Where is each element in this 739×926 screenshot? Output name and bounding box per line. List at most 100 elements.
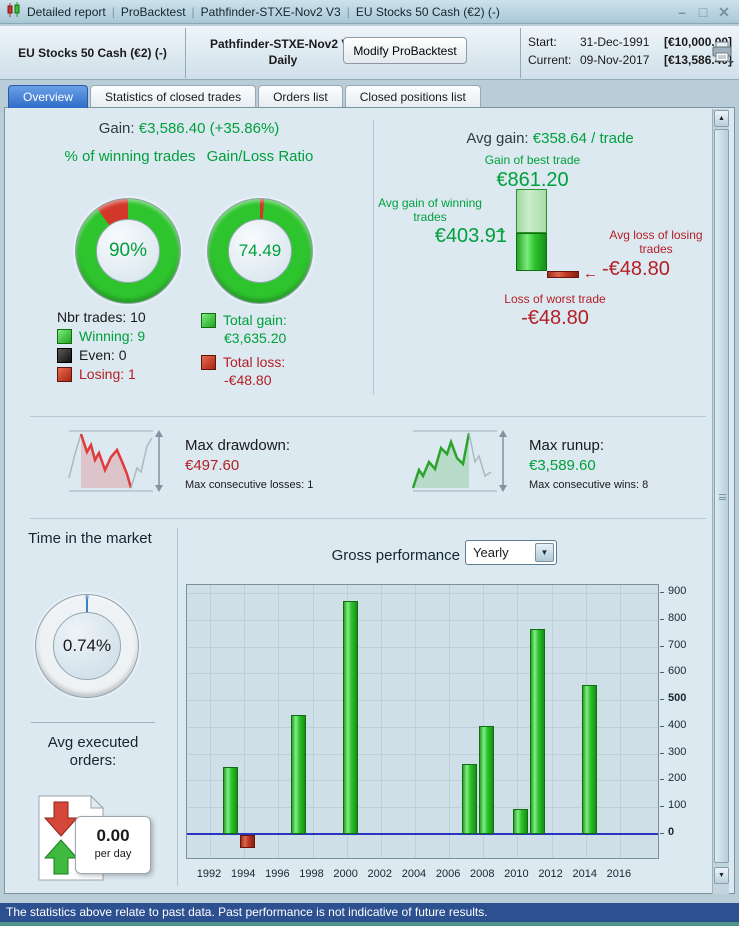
winning-donut-ring: 90% (75, 198, 181, 304)
tab-overview[interactable]: Overview (8, 85, 89, 108)
dates-cell: Start: 31-Dec-1991 [€10,000.00] Current:… (520, 26, 739, 79)
y-tick-label: 700 (668, 638, 687, 651)
drawdown-chart-icon (67, 428, 165, 497)
y-tick-mark (660, 725, 664, 727)
scroll-up-icon[interactable]: ▲ (714, 110, 729, 127)
time-in-market-title: Time in the market (28, 530, 152, 547)
total-loss-value: -€48.80 (224, 372, 272, 388)
arrow-left-icon: ← (583, 265, 598, 282)
tab-closed-positions-list[interactable]: Closed positions list (344, 85, 481, 107)
max-drawdown-title: Max drawdown: (185, 437, 291, 454)
start-label: Start: (528, 35, 557, 49)
avg-gain-headline: Avg gain: €358.64 / trade (380, 130, 720, 147)
grid-line-horizontal (187, 593, 658, 595)
disclaimer-statusbar: The statistics above relate to past data… (0, 903, 739, 922)
y-tick-mark (660, 752, 664, 754)
max-runup-title: Max runup: (529, 437, 605, 454)
ratio-donut-center: 74.49 (228, 219, 292, 283)
scroll-down-icon[interactable]: ▼ (714, 867, 729, 884)
performance-bar (223, 767, 239, 835)
best-trade-value: €861.20 (496, 169, 569, 191)
even-count: Even: 0 (79, 347, 127, 363)
y-tick-mark (660, 833, 664, 835)
title-item-instrument: EU Stocks 50 Cash (€2) (-) (355, 4, 500, 19)
section-divider-horizontal (30, 416, 706, 417)
avg-gain-value: €358.64 / trade (532, 130, 634, 147)
title-separator: | (111, 4, 115, 19)
time-in-market-value: 0.74% (53, 612, 121, 680)
gain-loss-ratio-title: Gain/Loss Ratio (206, 148, 314, 165)
total-loss-label: Total loss: (223, 354, 286, 370)
y-tick-mark (660, 699, 664, 701)
arrow-right-icon: → (493, 221, 508, 238)
chevron-down-icon[interactable]: ▼ (535, 543, 554, 562)
x-tick-label: 2014 (572, 868, 597, 880)
total-gain-value: €3,635.20 (224, 330, 287, 346)
y-tick-label: 0 (668, 826, 675, 839)
close-button[interactable]: ✕ (718, 3, 730, 20)
losing-legend-row: Losing: 1 (57, 366, 136, 382)
report-tabs: Overview Statistics of closed trades Ord… (8, 85, 481, 108)
window-controls: – □ ✕ (675, 0, 731, 24)
tab-orders-list[interactable]: Orders list (258, 85, 343, 107)
period-selected-value: Yearly (473, 545, 509, 560)
total-loss-swatch-icon (201, 355, 216, 370)
performance-plot (186, 584, 659, 859)
period-dropdown[interactable]: Yearly ▼ (465, 540, 557, 565)
grid-line-horizontal (187, 753, 658, 755)
modify-probacktest-button[interactable]: Modify ProBacktest (343, 37, 467, 64)
maximize-button[interactable]: □ (698, 4, 708, 20)
avg-orders-unit: per day (94, 848, 132, 860)
y-tick-label: 400 (668, 718, 687, 731)
overview-panel: Gain: €3,586.40 (+35.86%) % of winning t… (4, 107, 735, 894)
y-tick-mark (660, 779, 664, 781)
grid-line-horizontal (187, 700, 658, 702)
print-icon[interactable] (711, 40, 735, 67)
grid-line-vertical (210, 585, 212, 858)
y-tick-label: 200 (668, 772, 687, 785)
bottom-divider-vertical (177, 528, 178, 886)
x-tick-label: 1994 (230, 868, 256, 880)
winning-donut-center: 90% (96, 219, 160, 283)
gain-value: €3,586.40 (+35.86%) (138, 120, 280, 137)
grid-line-vertical (414, 585, 416, 858)
window-bottom-edge (0, 922, 739, 926)
y-tick-mark (660, 592, 664, 594)
winning-trades-title: % of winning trades (64, 148, 196, 165)
left-column-divider (31, 722, 155, 723)
y-tick-mark (660, 806, 664, 808)
vertical-scrollbar[interactable]: ▲ ▼ (712, 109, 729, 894)
y-tick-label: 800 (668, 611, 687, 624)
y-tick-label: 600 (668, 665, 687, 678)
performance-bar (513, 808, 529, 835)
y-tick-label: 300 (668, 745, 687, 758)
x-tick-label: 2010 (504, 868, 529, 880)
title-item-system: Pathfinder-STXE-Nov2 V3 (200, 4, 341, 19)
minimize-button[interactable]: – (678, 4, 686, 20)
total-gain-swatch-icon (201, 313, 216, 328)
x-tick-label: 2004 (401, 868, 427, 880)
system-name: Pathfinder-STXE-Nov2 V3 (209, 37, 357, 51)
total-gain-row: Total gain: (201, 312, 287, 328)
header-divider (185, 28, 186, 78)
avg-gain-label: Avg gain: (466, 130, 529, 147)
section-divider-vertical (373, 120, 374, 395)
x-tick-label: 1992 (196, 868, 222, 880)
total-loss-row: Total loss: (201, 354, 285, 370)
winning-pct-value: 90% (108, 240, 148, 261)
tab-statistics-of-closed-trades[interactable]: Statistics of closed trades (90, 85, 257, 107)
y-tick-mark (660, 645, 664, 647)
grid-line-vertical (380, 585, 382, 858)
avg-loss-bar (547, 271, 579, 278)
max-runup-value: €3,589.60 (529, 457, 596, 474)
x-tick-label: 2006 (435, 868, 461, 880)
grid-line-vertical (312, 585, 314, 858)
grid-line-vertical (619, 585, 621, 858)
even-swatch-icon (57, 348, 72, 363)
ratio-donut-ring: 74.49 (207, 198, 313, 304)
title-separator: | (346, 4, 350, 19)
winning-swatch-icon (57, 329, 72, 344)
x-tick-label: 2008 (470, 868, 495, 880)
scrollbar-thumb[interactable] (714, 129, 729, 863)
system-cell: Pathfinder-STXE-Nov2 V3 Daily Modify Pro… (185, 26, 520, 79)
